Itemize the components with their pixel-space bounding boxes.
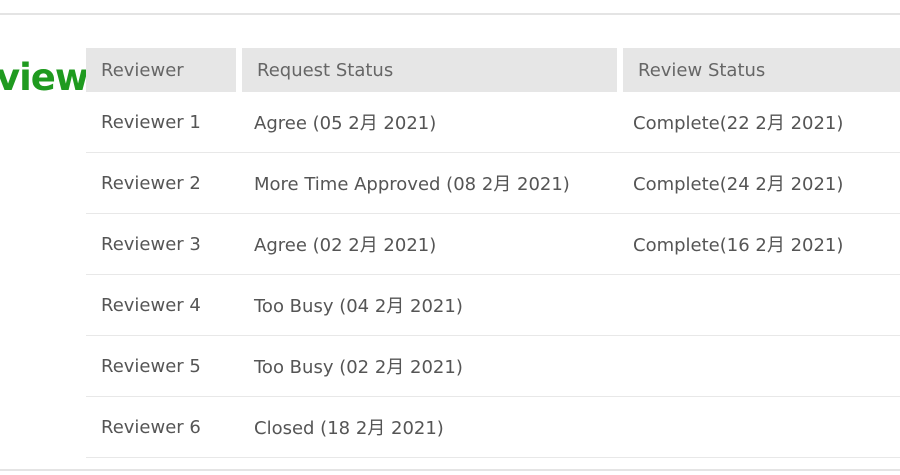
cell-review-status: Complete(22 2月 2021) bbox=[623, 92, 900, 153]
table-row: Reviewer 1 Agree (05 2月 2021) Complete(22 … bbox=[86, 92, 900, 153]
header-request-status: Request Status bbox=[242, 48, 623, 92]
header-review-status: Review Status bbox=[623, 48, 900, 92]
table-row: Reviewer 4 Too Busy (04 2月 2021) bbox=[86, 275, 900, 336]
cell-review-status: Complete(24 2月 2021) bbox=[623, 153, 900, 214]
cell-request-status: More Time Approved (08 2月 2021) bbox=[242, 153, 623, 214]
cell-reviewer: Reviewer 1 bbox=[86, 92, 242, 153]
cell-review-status bbox=[623, 397, 900, 458]
reviewers-table: Reviewer Request Status Review Status Re… bbox=[86, 48, 900, 458]
cell-review-status bbox=[623, 336, 900, 397]
cell-request-status: Too Busy (02 2月 2021) bbox=[242, 336, 623, 397]
cell-review-status: Complete(16 2月 2021) bbox=[623, 214, 900, 275]
top-divider bbox=[0, 13, 900, 15]
cell-reviewer: Reviewer 6 bbox=[86, 397, 242, 458]
cell-reviewer: Reviewer 5 bbox=[86, 336, 242, 397]
cell-request-status: Agree (02 2月 2021) bbox=[242, 214, 623, 275]
section-title: view bbox=[0, 56, 89, 99]
header-reviewer: Reviewer bbox=[86, 48, 242, 92]
table-row: Reviewer 5 Too Busy (02 2月 2021) bbox=[86, 336, 900, 397]
table-row: Reviewer 3 Agree (02 2月 2021) Complete(16 … bbox=[86, 214, 900, 275]
cell-request-status: Too Busy (04 2月 2021) bbox=[242, 275, 623, 336]
cell-request-status: Agree (05 2月 2021) bbox=[242, 92, 623, 153]
cell-review-status bbox=[623, 275, 900, 336]
cell-reviewer: Reviewer 2 bbox=[86, 153, 242, 214]
cell-reviewer: Reviewer 3 bbox=[86, 214, 242, 275]
table-row: Reviewer 2 More Time Approved (08 2月 2021… bbox=[86, 153, 900, 214]
table-header-row: Reviewer Request Status Review Status bbox=[86, 48, 900, 92]
table-row: Reviewer 6 Closed (18 2月 2021) bbox=[86, 397, 900, 458]
cell-reviewer: Reviewer 4 bbox=[86, 275, 242, 336]
cell-request-status: Closed (18 2月 2021) bbox=[242, 397, 623, 458]
bottom-divider bbox=[0, 469, 900, 471]
